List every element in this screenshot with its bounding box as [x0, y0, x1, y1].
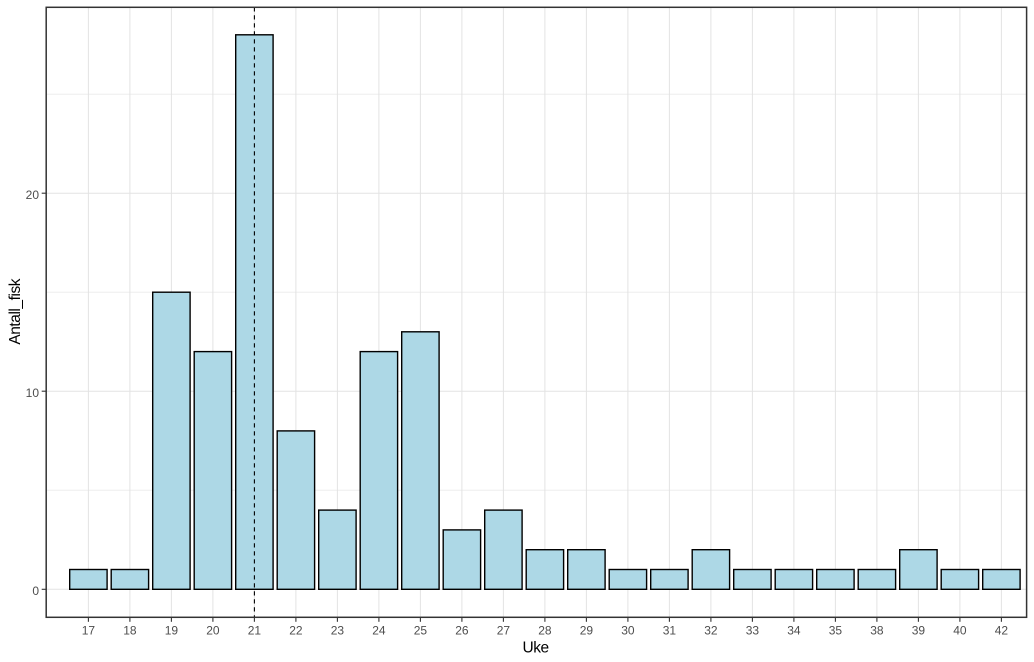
svg-text:40: 40 — [953, 624, 967, 638]
svg-text:27: 27 — [497, 624, 511, 638]
svg-text:24: 24 — [372, 624, 386, 638]
svg-text:34: 34 — [787, 624, 801, 638]
svg-text:32: 32 — [704, 624, 718, 638]
svg-text:10: 10 — [26, 386, 40, 400]
svg-text:Uke: Uke — [522, 639, 548, 656]
svg-text:0: 0 — [32, 584, 39, 598]
svg-text:Antall_fisk: Antall_fisk — [7, 278, 24, 344]
svg-text:42: 42 — [995, 624, 1009, 638]
svg-text:22: 22 — [289, 624, 303, 638]
svg-text:35: 35 — [829, 624, 843, 638]
svg-text:21: 21 — [248, 624, 262, 638]
svg-text:19: 19 — [165, 624, 179, 638]
svg-text:18: 18 — [123, 624, 137, 638]
svg-text:25: 25 — [414, 624, 428, 638]
svg-text:39: 39 — [912, 624, 926, 638]
svg-text:28: 28 — [538, 624, 552, 638]
svg-text:20: 20 — [206, 624, 220, 638]
svg-text:30: 30 — [621, 624, 635, 638]
svg-text:17: 17 — [82, 624, 96, 638]
svg-text:33: 33 — [746, 624, 760, 638]
svg-text:23: 23 — [331, 624, 345, 638]
svg-text:38: 38 — [870, 624, 884, 638]
svg-text:29: 29 — [580, 624, 594, 638]
svg-text:26: 26 — [455, 624, 469, 638]
svg-text:20: 20 — [26, 188, 40, 202]
svg-text:31: 31 — [663, 624, 677, 638]
